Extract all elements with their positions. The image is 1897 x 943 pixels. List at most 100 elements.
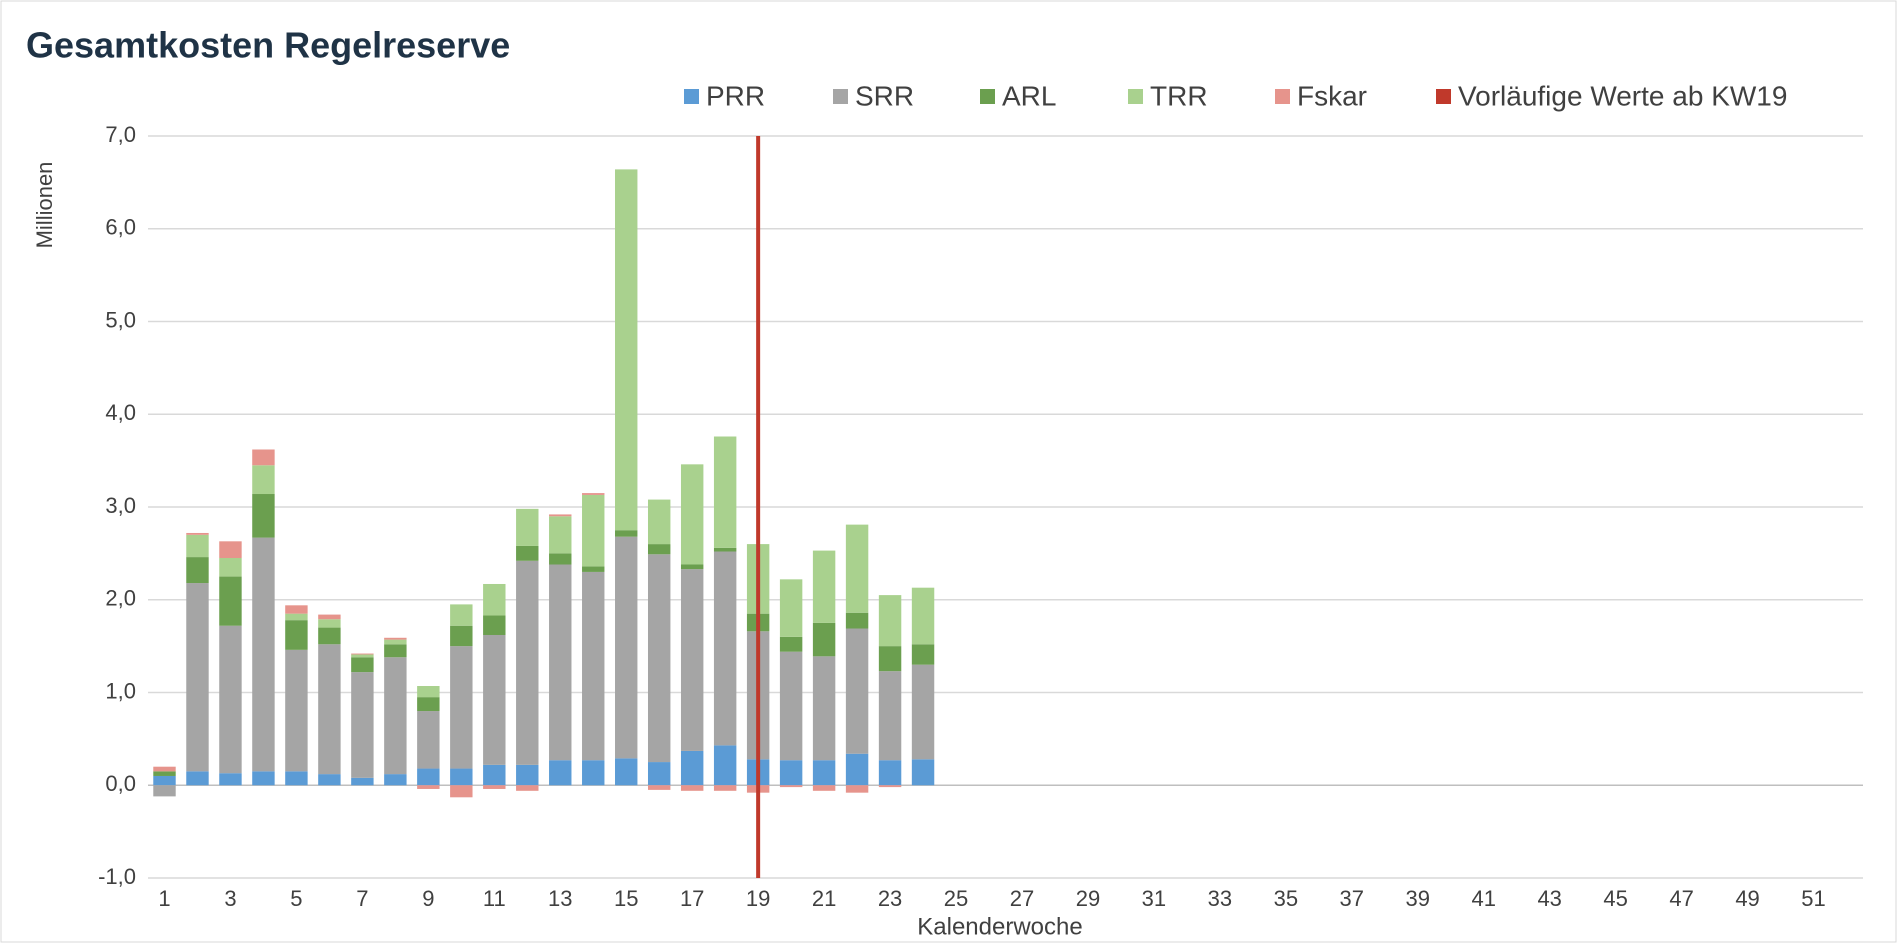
x-tick-label: 45 bbox=[1603, 886, 1627, 911]
bar-segment bbox=[549, 516, 572, 554]
bar-segment bbox=[186, 557, 209, 584]
bar-segment bbox=[713, 547, 737, 552]
bar-segment bbox=[615, 530, 638, 537]
bar-segment bbox=[384, 639, 407, 645]
bar-segment bbox=[680, 750, 704, 786]
x-tick-label: 27 bbox=[1010, 886, 1034, 911]
bar-segment bbox=[516, 764, 539, 786]
bar-segment bbox=[878, 760, 902, 786]
bar-segment bbox=[845, 785, 869, 793]
bar-segment bbox=[516, 560, 539, 765]
bar-segment bbox=[549, 564, 572, 761]
bar-segment bbox=[845, 753, 869, 786]
bar-segment bbox=[582, 566, 605, 572]
y-tick-label: 3,0 bbox=[105, 493, 136, 518]
bar-segment bbox=[285, 771, 308, 786]
bar-segment bbox=[351, 654, 374, 658]
x-tick-label: 29 bbox=[1076, 886, 1100, 911]
bar-segment bbox=[483, 615, 506, 635]
bar-segment bbox=[252, 465, 275, 495]
bar-segment bbox=[680, 464, 704, 565]
x-tick-label: 49 bbox=[1735, 886, 1759, 911]
bar-segment bbox=[450, 646, 473, 769]
bar-segment bbox=[779, 651, 803, 761]
x-tick-label: 47 bbox=[1669, 886, 1693, 911]
bar-segment bbox=[713, 785, 737, 791]
x-tick-label: 51 bbox=[1801, 886, 1825, 911]
bar-segment bbox=[252, 449, 275, 466]
legend-swatch bbox=[980, 89, 995, 104]
bar-segment bbox=[252, 494, 275, 538]
bar-segment bbox=[219, 625, 242, 774]
x-tick-label: 15 bbox=[614, 886, 638, 911]
bar-segment bbox=[219, 773, 242, 786]
bar-segment bbox=[647, 499, 671, 545]
bar-segment bbox=[911, 587, 935, 645]
bar-segment bbox=[680, 569, 704, 751]
bar-segment bbox=[713, 436, 737, 548]
bar-segment bbox=[417, 686, 440, 698]
bar-segment bbox=[812, 785, 836, 791]
bar-segment bbox=[483, 764, 506, 786]
bar-segment bbox=[549, 553, 572, 565]
bar-segment bbox=[450, 785, 473, 798]
legend-label: TRR bbox=[1150, 80, 1208, 111]
bar-segment bbox=[779, 785, 803, 788]
bar-segment bbox=[516, 545, 539, 561]
bar-segment bbox=[483, 785, 506, 789]
bar-segment bbox=[713, 551, 737, 746]
x-tick-label: 37 bbox=[1340, 886, 1364, 911]
x-tick-label: 3 bbox=[224, 886, 236, 911]
x-tick-label: 39 bbox=[1406, 886, 1430, 911]
bar-segment bbox=[417, 768, 440, 786]
x-tick-label: 13 bbox=[548, 886, 572, 911]
bar-segment bbox=[582, 493, 605, 495]
bar-segment bbox=[812, 550, 836, 623]
x-tick-label: 21 bbox=[812, 886, 836, 911]
bar-segment bbox=[911, 664, 935, 760]
legend-label: Fskar bbox=[1297, 80, 1367, 111]
bar-segment bbox=[384, 657, 407, 775]
bar-segment bbox=[153, 785, 176, 797]
bar-segment bbox=[647, 554, 671, 763]
bar-segment bbox=[186, 583, 209, 772]
bar-segment bbox=[384, 774, 407, 786]
y-tick-label: -1,0 bbox=[98, 864, 136, 889]
bar-segment bbox=[911, 759, 935, 786]
bar-segment bbox=[582, 760, 605, 786]
bar-segment bbox=[615, 169, 638, 531]
x-tick-label: 7 bbox=[356, 886, 368, 911]
bar-segment bbox=[582, 571, 605, 761]
y-axis-title: Millionen bbox=[32, 162, 57, 249]
bar-segment bbox=[450, 768, 473, 786]
bar-segment bbox=[351, 657, 374, 673]
bar-segment bbox=[384, 637, 407, 640]
legend-swatch bbox=[1275, 89, 1290, 104]
x-tick-label: 23 bbox=[878, 886, 902, 911]
legend-swatch bbox=[1436, 89, 1451, 104]
bar-segment bbox=[845, 524, 869, 613]
bar-segment bbox=[318, 627, 341, 645]
x-tick-label: 41 bbox=[1471, 886, 1495, 911]
y-tick-label: 1,0 bbox=[105, 678, 136, 703]
bar-segment bbox=[615, 758, 638, 786]
x-tick-label: 35 bbox=[1274, 886, 1298, 911]
chart-title: Gesamtkosten Regelreserve bbox=[26, 25, 510, 66]
bar-segment bbox=[549, 514, 572, 517]
bar-segment bbox=[318, 619, 341, 628]
legend-swatch bbox=[833, 89, 848, 104]
bar-segment bbox=[318, 774, 341, 786]
bar-segment bbox=[351, 653, 374, 655]
bar-segment bbox=[680, 785, 704, 791]
legend-label: SRR bbox=[855, 80, 914, 111]
bar-segment bbox=[351, 777, 374, 786]
y-tick-label: 7,0 bbox=[105, 122, 136, 147]
bar-segment bbox=[417, 697, 440, 712]
y-tick-label: 4,0 bbox=[105, 400, 136, 425]
x-tick-label: 5 bbox=[290, 886, 302, 911]
bar-segment bbox=[219, 541, 242, 559]
x-tick-label: 31 bbox=[1142, 886, 1166, 911]
legend-label: PRR bbox=[706, 80, 765, 111]
